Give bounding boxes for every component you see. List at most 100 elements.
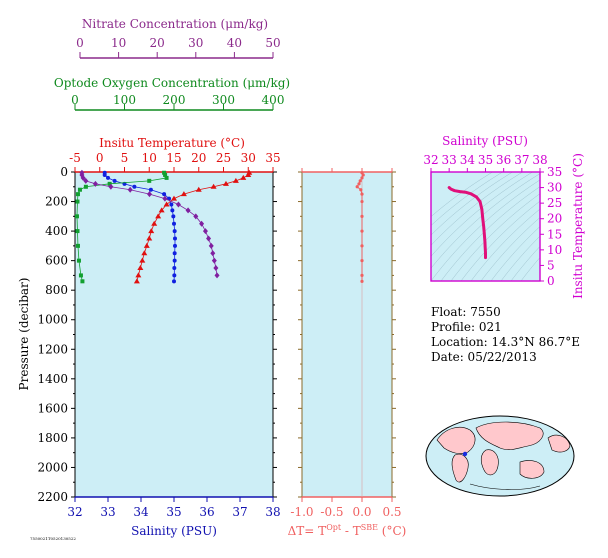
- float-location-marker: [462, 451, 468, 457]
- nitrate-point: [175, 201, 181, 208]
- temperature-point: [133, 278, 140, 284]
- oxygen-axis-title: Optode Oxygen Concentration (μm/kg): [54, 76, 290, 90]
- salinity-point: [102, 172, 107, 177]
- ts-y-tick-label: 20: [547, 212, 562, 226]
- info-float: Float: 7550: [431, 305, 501, 319]
- salinity-tick-label: 35: [166, 505, 181, 519]
- temperature-tick-label: 30: [241, 151, 256, 165]
- oxygen-point: [83, 184, 88, 189]
- delta-tick-label: 0.5: [382, 505, 401, 519]
- ts-point: [482, 225, 485, 228]
- nitrate-tick-label: 0: [76, 36, 84, 50]
- oxygen-point: [162, 170, 167, 175]
- temperature-point: [146, 235, 153, 241]
- pressure-tick-label: 200: [45, 195, 68, 209]
- temperature-point: [171, 195, 177, 201]
- world-map: [425, 415, 575, 497]
- nitrate-point: [202, 228, 208, 235]
- oxygen-tick-label: 400: [262, 93, 285, 107]
- pressure-tick-label: 2200: [37, 490, 68, 504]
- delta-t-point: [360, 192, 364, 196]
- pressure-tick-label: 1800: [37, 431, 68, 445]
- delta-t-point: [358, 179, 362, 183]
- salinity-point: [148, 187, 153, 192]
- info-date: Date: 05/22/2013: [431, 350, 537, 364]
- ts-x-tick-label: 37: [514, 153, 529, 167]
- salinity-tick-label: 32: [67, 505, 82, 519]
- temperature-tick-label: 25: [216, 151, 231, 165]
- temperature-point: [151, 220, 158, 226]
- oxygen-point: [147, 178, 152, 183]
- ts-y-tick-label: 30: [547, 181, 562, 195]
- ts-y-tick-label: 25: [547, 196, 562, 210]
- delta-t-point: [357, 182, 361, 186]
- oxygen-axis-ticks: 0 100 200 300 400: [71, 93, 284, 110]
- ts-x-axis-title: Salinity (PSU): [442, 134, 528, 148]
- temperature-tick-label: 20: [191, 151, 206, 165]
- ts-y-tick-label: 15: [547, 227, 562, 241]
- ts-point: [478, 200, 482, 203]
- temperature-point: [137, 265, 144, 271]
- ts-point: [464, 191, 467, 194]
- nitrate-tick-label: 20: [150, 36, 165, 50]
- salinity-tick-label: 34: [133, 505, 149, 519]
- ts-point: [483, 240, 487, 244]
- temperature-axis-ticks: -5 0 5 10 15 20 25 30 35: [69, 151, 281, 172]
- ts-point: [447, 186, 451, 189]
- pressure-tick-label: 0: [60, 165, 68, 179]
- temperature-tick-label: 0: [96, 151, 104, 165]
- nitrate-point: [208, 242, 214, 249]
- oxygen-point: [77, 187, 82, 192]
- pressure-tick-label: 800: [45, 283, 68, 297]
- salinity-point: [172, 258, 177, 263]
- temperature-point: [158, 207, 165, 213]
- ts-y-tick-label: 10: [547, 243, 562, 257]
- nitrate-point: [162, 195, 168, 202]
- temperature-point: [232, 177, 239, 183]
- ts-x-tick-label: 35: [478, 153, 493, 167]
- nitrate-point: [214, 272, 220, 279]
- oxygen-point: [163, 172, 168, 177]
- pressure-tick-label: 1600: [37, 401, 68, 415]
- salinity-point: [172, 243, 177, 248]
- delta-tick-label: -1.0: [290, 505, 313, 519]
- ts-point: [480, 208, 484, 211]
- oxygen-point: [75, 243, 80, 248]
- nitrate-point: [108, 183, 114, 190]
- delta-tick-label: -0.5: [320, 505, 343, 519]
- temperature-point: [195, 186, 202, 192]
- temperature-point: [245, 171, 252, 177]
- delta-t-point: [360, 259, 364, 263]
- oxygen-tick-label: 300: [212, 93, 235, 107]
- nitrate-point: [92, 180, 98, 187]
- salinity-axis-title: Salinity (PSU): [131, 524, 217, 538]
- salinity-point: [169, 202, 174, 207]
- nitrate-point: [210, 250, 216, 257]
- ts-y-tick-label: 5: [547, 258, 555, 272]
- ts-point: [483, 236, 486, 239]
- temperature-point: [240, 174, 247, 180]
- ts-x-tick-label: 32: [423, 153, 438, 167]
- salinity-point: [172, 221, 176, 226]
- ts-point: [481, 217, 484, 220]
- salinity-tick-label: 37: [232, 505, 247, 519]
- salinity-point: [172, 266, 177, 271]
- delta-t-point: [360, 273, 364, 278]
- temperature-tick-label: 15: [166, 151, 181, 165]
- temperature-point: [222, 180, 229, 186]
- delta-tick-label: 0.0: [352, 505, 371, 519]
- salinity-tick-label: 33: [100, 505, 115, 519]
- temperature-point: [163, 201, 170, 207]
- salinity-point: [162, 192, 167, 197]
- ts-point: [453, 189, 456, 192]
- salinity-tick-label: 36: [199, 505, 214, 519]
- salinity-point: [172, 251, 177, 256]
- nitrate-point: [146, 191, 152, 198]
- temperature-point: [148, 228, 155, 234]
- delta-axis-title: ΔT= TOpt - TSBE (°C): [288, 523, 407, 538]
- salinity-point: [172, 229, 177, 234]
- footer-code: 7550021T0520130522: [30, 536, 76, 541]
- temperature-point: [139, 257, 146, 263]
